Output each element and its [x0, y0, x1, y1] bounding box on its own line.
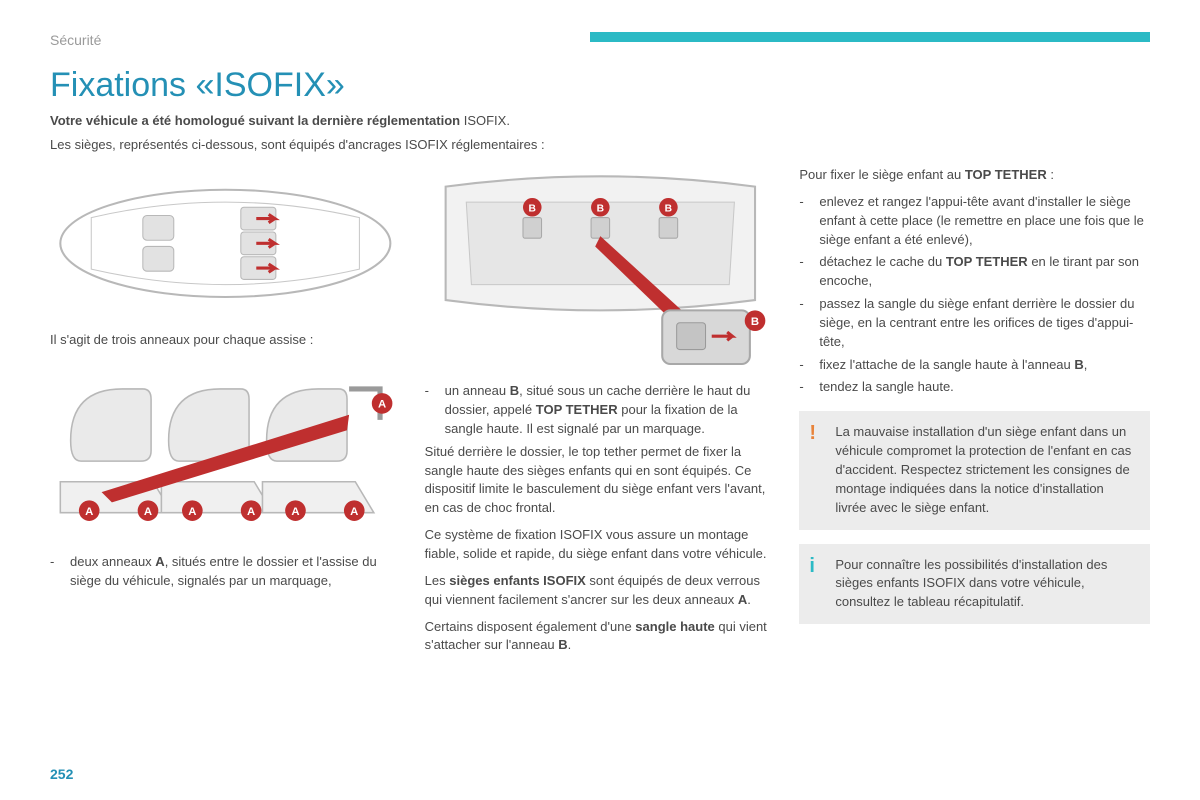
intro-line-2: Les sièges, représentés ci-dessous, sont…: [50, 135, 1150, 155]
intro-line-1: Votre véhicule a été homologué suivant l…: [50, 111, 1150, 131]
figure-car-top-view: [50, 166, 401, 321]
callout-info: i Pour connaître les possibilités d'inst…: [799, 544, 1150, 625]
col3-b4: -fixez l'attache de la sangle haute à l'…: [799, 356, 1150, 375]
svg-text:A: A: [144, 505, 152, 517]
callout-info-text: Pour connaître les possibilités d'instal…: [835, 556, 1136, 613]
page-title: Fixations «ISOFIX»: [50, 66, 1150, 105]
svg-text:A: A: [247, 505, 255, 517]
col3-lead: Pour fixer le siège enfant au TOP TETHER…: [799, 166, 1150, 185]
svg-text:A: A: [85, 505, 93, 517]
col1-bullet-1: - deux anneaux A, situés entre le dossie…: [50, 553, 401, 591]
callout-warning-text: La mauvaise installation d'un siège enfa…: [835, 423, 1136, 517]
column-middle: B B B B - un anneau B, situé sous un cac…: [425, 166, 776, 663]
svg-text:B: B: [528, 203, 535, 214]
svg-text:A: A: [350, 505, 358, 517]
svg-text:A: A: [188, 505, 196, 517]
warning-icon: !: [809, 419, 816, 448]
intro-bold: Votre véhicule a été homologué suivant l…: [50, 113, 460, 128]
column-left: Il s'agit de trois anneaux pour chaque a…: [50, 166, 401, 663]
figure-trunk-top-tether: B B B B: [425, 166, 776, 372]
info-icon: i: [809, 552, 815, 581]
col3-b3: -passez la sangle du siège enfant derriè…: [799, 295, 1150, 352]
callout-warning: ! La mauvaise installation d'un siège en…: [799, 411, 1150, 529]
col2-p3: Les sièges enfants ISOFIX sont équipés d…: [425, 572, 776, 610]
col3-b5: -tendez la sangle haute.: [799, 378, 1150, 397]
svg-text:B: B: [664, 203, 671, 214]
content-columns: Il s'agit de trois anneaux pour chaque a…: [50, 166, 1150, 663]
col1-line1: Il s'agit de trois anneaux pour chaque a…: [50, 331, 401, 350]
svg-text:B: B: [596, 203, 603, 214]
col2-p2: Ce système de fixation ISOFIX vous assur…: [425, 526, 776, 564]
svg-text:A: A: [378, 398, 386, 410]
svg-text:B: B: [751, 316, 759, 328]
col3-b2: -détachez le cache du TOP TETHER en le t…: [799, 253, 1150, 291]
figure-seat-row-a-markers: A A A A A A A: [50, 358, 401, 544]
page-number: 252: [50, 766, 73, 782]
accent-bar: [590, 32, 1150, 42]
column-right: Pour fixer le siège enfant au TOP TETHER…: [799, 166, 1150, 663]
intro-plain: ISOFIX.: [460, 113, 510, 128]
col3-b1: -enlevez et rangez l'appui-tête avant d'…: [799, 193, 1150, 250]
col2-p4: Certains disposent également d'une sangl…: [425, 618, 776, 656]
svg-text:A: A: [291, 505, 299, 517]
col2-bullet-1: - un anneau B, situé sous un cache derri…: [425, 382, 776, 439]
col2-p1: Situé derrière le dossier, le top tether…: [425, 443, 776, 518]
